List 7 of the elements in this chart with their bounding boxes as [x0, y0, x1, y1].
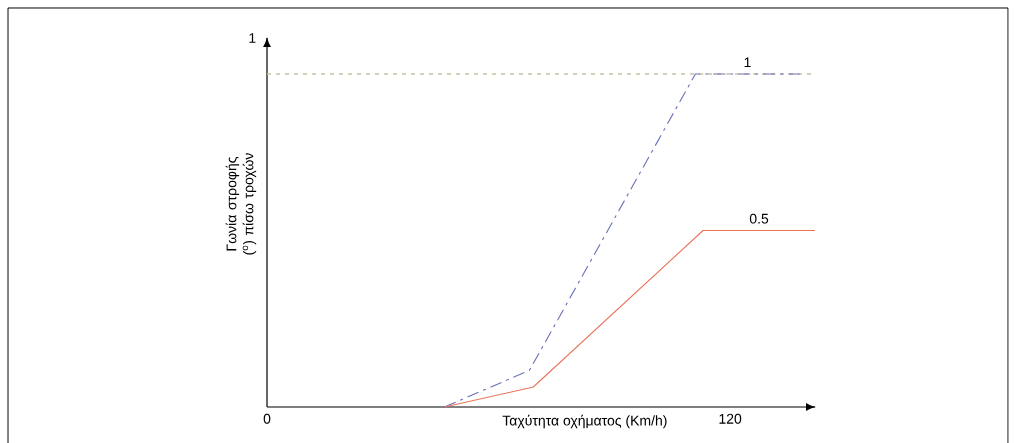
x-tick-label: 120 [719, 413, 742, 424]
series-label: 1 [744, 57, 751, 68]
text: 1 [249, 33, 256, 43]
y-axis-title: Γωνία στροφής ($^{o}$) πίσω τροχών [225, 153, 257, 255]
x-axis-title: Ταχύτητα οχήματος (Km/h) [502, 414, 667, 429]
series-label: 0.5 [749, 213, 769, 224]
x-tick-label: 0 [263, 413, 271, 424]
